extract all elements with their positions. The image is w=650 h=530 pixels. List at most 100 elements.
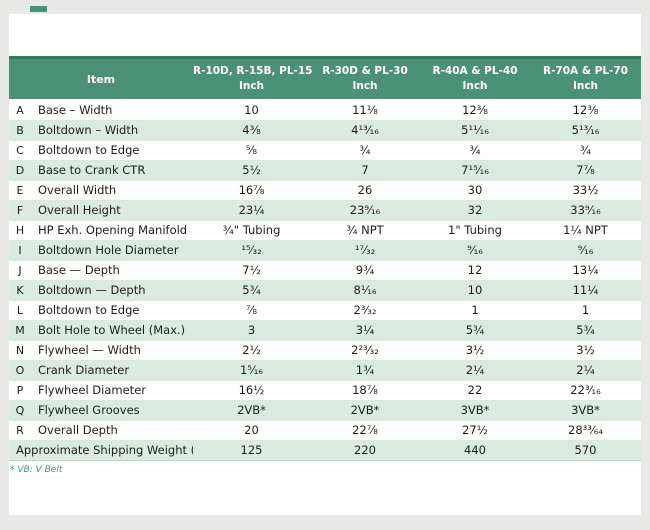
row-value: 3 [193, 320, 310, 341]
row-value: ¾" Tubing [193, 220, 310, 241]
row-item: Overall Depth [31, 420, 193, 441]
row-item: Overall Width [31, 180, 193, 201]
row-value: ¾ [310, 140, 420, 161]
row-value: 7½ [193, 260, 310, 281]
row-value: 1" Tubing [420, 220, 530, 241]
row-value: 4¹³⁄₁₆ [310, 120, 420, 141]
row-letter: H [9, 220, 31, 241]
row-value: 1⁵⁄₁₆ [193, 360, 310, 381]
table-row: K Boltdown — Depth 5¾ 8¹⁄₁₆ 10 11¼ [9, 280, 641, 301]
row-value: 5¾ [530, 320, 641, 341]
table-row: B Boltdown – Width 4⅜ 4¹³⁄₁₆ 5¹¹⁄₁₆ 5¹³⁄… [9, 120, 641, 141]
row-value: 12⅜ [420, 100, 530, 121]
row-value: 10 [193, 100, 310, 121]
row-value: 1 [530, 300, 641, 321]
row-letter: A [9, 100, 31, 121]
row-value: 11⅛ [310, 100, 420, 121]
row-value: 7⅞ [530, 160, 641, 181]
column-name: R-10D, R-15B, PL-15 [193, 65, 313, 77]
row-value: 3VB* [530, 400, 641, 421]
row-letter: N [9, 340, 31, 361]
row-letter: M [9, 320, 31, 341]
row-letter: E [9, 180, 31, 201]
row-value: 3½ [530, 340, 641, 361]
row-value: 7¹⁵⁄₁₆ [420, 160, 530, 181]
table-row: I Boltdown Hole Diameter ¹⁵⁄₃₂ ¹⁷⁄₃₂ ⁹⁄₁… [9, 240, 641, 261]
row-value: 26 [310, 180, 420, 201]
row-item: Flywheel — Width [31, 340, 193, 361]
column-header-1: R-10D, R-15B, PL-15 Inch [193, 57, 313, 101]
item-column-header: Item [9, 57, 193, 101]
brand-mark [30, 6, 47, 12]
row-value: 2²³⁄₃₂ [310, 340, 420, 361]
row-value: 3½ [420, 340, 530, 361]
column-header-2: R-30D & PL-30 Inch [310, 57, 420, 101]
row-letter: B [9, 120, 31, 141]
spec-table: Item R-10D, R-15B, PL-15 Inch R-30D & PL… [9, 56, 641, 461]
row-item: Boltdown Hole Diameter [31, 240, 193, 261]
table-header: Item R-10D, R-15B, PL-15 Inch R-30D & PL… [9, 57, 641, 101]
row-value: 11¼ [530, 280, 641, 301]
row-value: 33⁹⁄₁₆ [530, 200, 641, 221]
content-panel: Item R-10D, R-15B, PL-15 Inch R-30D & PL… [9, 14, 641, 515]
table-row: F Overall Height 23¼ 23⁹⁄₁₆ 32 33⁹⁄₁₆ [9, 200, 641, 221]
row-item: Flywheel Diameter [31, 380, 193, 401]
row-value: 2VB* [310, 400, 420, 421]
table-row: C Boltdown to Edge ⅝ ¾ ¾ ¾ [9, 140, 641, 161]
table-row: Q Flywheel Grooves 2VB* 2VB* 3VB* 3VB* [9, 400, 641, 421]
row-value: 5¾ [420, 320, 530, 341]
column-unit: Inch [462, 80, 488, 92]
table-row: H HP Exh. Opening Manifold ¾" Tubing ¾ N… [9, 220, 641, 241]
row-value: 5¹¹⁄₁₆ [420, 120, 530, 141]
row-value: ⁹⁄₁₆ [420, 240, 530, 261]
row-letter: P [9, 380, 31, 401]
column-name: R-30D & PL-30 [322, 65, 408, 77]
row-value: 28³³⁄₆₄ [530, 420, 641, 441]
shipping-row: Approximate Shipping Weight (lbs.) 125 2… [9, 440, 641, 461]
row-item: Crank Diameter [31, 360, 193, 381]
row-value: 5½ [193, 160, 310, 181]
table-row: M Bolt Hole to Wheel (Max.) 3 3¼ 5¾ 5¾ [9, 320, 641, 341]
row-value: 20 [193, 420, 310, 441]
column-name: R-70A & PL-70 [542, 65, 628, 77]
row-value: ¹⁵⁄₃₂ [193, 240, 310, 261]
row-value: 2¼ [530, 360, 641, 381]
row-letter: O [9, 360, 31, 381]
row-item: Boltdown — Depth [31, 280, 193, 301]
row-value: ¾ NPT [310, 220, 420, 241]
row-value: 12⅜ [530, 100, 641, 121]
row-value: 8¹⁄₁₆ [310, 280, 420, 301]
row-value: 22⅞ [310, 420, 420, 441]
row-value: 1¾ [310, 360, 420, 381]
column-header-4: R-70A & PL-70 Inch [530, 57, 641, 101]
shipping-value: 570 [530, 440, 641, 461]
row-value: 1 [420, 300, 530, 321]
row-value: 1¼ NPT [530, 220, 641, 241]
row-value: 22 [420, 380, 530, 401]
row-value: 27½ [420, 420, 530, 441]
row-item: Base — Depth [31, 260, 193, 281]
column-unit: Inch [238, 80, 265, 92]
row-value: 33½ [530, 180, 641, 201]
row-item: Boltdown to Edge [31, 300, 193, 321]
row-value: ¾ [420, 140, 530, 161]
row-letter: D [9, 160, 31, 181]
row-value: 3VB* [420, 400, 530, 421]
row-letter: F [9, 200, 31, 221]
row-letter: J [9, 260, 31, 281]
header-row: Item R-10D, R-15B, PL-15 Inch R-30D & PL… [9, 57, 641, 101]
row-item: Overall Height [31, 200, 193, 221]
shipping-label: Approximate Shipping Weight (lbs.) [9, 440, 193, 461]
row-value: ⅞ [193, 300, 310, 321]
column-header-3: R-40A & PL-40 Inch [420, 57, 530, 101]
row-item: Boltdown – Width [31, 120, 193, 141]
footnote: * VB: V Belt [10, 465, 63, 475]
row-value: 23¼ [193, 200, 310, 221]
row-letter: R [9, 420, 31, 441]
row-letter: I [9, 240, 31, 261]
row-value: ⁹⁄₁₆ [530, 240, 641, 261]
column-unit: Inch [352, 80, 378, 92]
row-value: 10 [420, 280, 530, 301]
row-item: Base to Crank CTR [31, 160, 193, 181]
column-name: R-40A & PL-40 [432, 65, 518, 77]
